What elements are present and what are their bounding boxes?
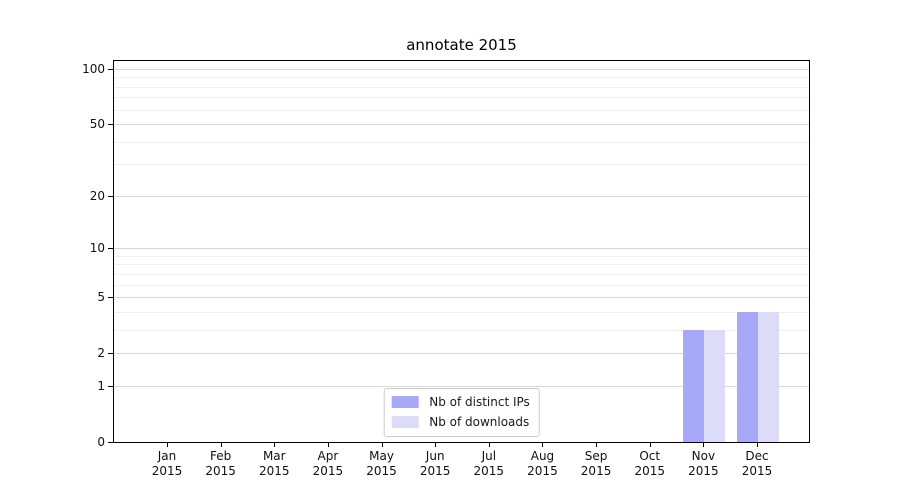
minor-gridline bbox=[114, 264, 809, 266]
major-gridline bbox=[114, 69, 809, 70]
x-tick-mark bbox=[757, 443, 758, 447]
gridlines-layer bbox=[114, 61, 809, 442]
bars-layer bbox=[114, 61, 809, 442]
x-tick-mark bbox=[435, 443, 437, 447]
y-tick-label: 20 bbox=[89, 188, 105, 203]
x-tick-mark bbox=[220, 443, 222, 447]
minor-gridline bbox=[114, 311, 809, 313]
minor-gridline bbox=[114, 141, 809, 143]
minor-gridline bbox=[114, 77, 809, 79]
y-tick-mark bbox=[108, 353, 113, 355]
major-gridline bbox=[114, 297, 809, 299]
x-tick-label: Mar 2015 bbox=[258, 449, 290, 478]
major-gridline bbox=[114, 124, 809, 126]
legend-swatch-downloads bbox=[391, 416, 419, 428]
minor-gridline bbox=[114, 86, 809, 88]
major-gridline bbox=[114, 385, 809, 387]
y-tick-mark bbox=[108, 195, 113, 197]
x-tick-label: Nov 2015 bbox=[688, 449, 719, 478]
y-tick-mark bbox=[108, 124, 113, 126]
y-tick-mark bbox=[108, 69, 113, 70]
x-tick-label: Feb 2015 bbox=[205, 449, 236, 478]
x-tick-label: Aug 2015 bbox=[527, 449, 558, 478]
y-tick-mark bbox=[108, 442, 113, 443]
bar-distinct-ips bbox=[683, 329, 705, 442]
minor-gridline bbox=[114, 164, 809, 166]
y-tick-label: 2 bbox=[97, 346, 105, 361]
x-tick-mark bbox=[167, 443, 168, 447]
y-tick-label: 5 bbox=[97, 290, 105, 305]
x-tick-label: Jun 2015 bbox=[419, 449, 451, 478]
x-tick-mark bbox=[488, 443, 490, 447]
legend-label-downloads: Nb of downloads bbox=[429, 415, 530, 429]
minor-gridline bbox=[114, 255, 809, 257]
bar-distinct-ips bbox=[737, 311, 758, 442]
y-tick-label: 0 bbox=[97, 435, 105, 449]
x-tick-label: May 2015 bbox=[366, 449, 397, 478]
bar-downloads bbox=[704, 329, 726, 442]
minor-gridline bbox=[114, 273, 809, 275]
y-tick-mark bbox=[108, 297, 113, 299]
y-tick-label: 10 bbox=[89, 241, 105, 256]
y-tick-mark bbox=[108, 248, 113, 250]
legend-item-distinct-ips: Nb of distinct IPs bbox=[391, 395, 530, 409]
x-tick-label: Jul 2015 bbox=[473, 449, 505, 478]
plot-area: Nb of distinct IPs Nb of downloads bbox=[113, 60, 810, 443]
x-tick-label: Apr 2015 bbox=[312, 449, 344, 478]
legend-label-distinct-ips: Nb of distinct IPs bbox=[429, 395, 530, 409]
major-gridline bbox=[114, 195, 809, 197]
x-tick-mark bbox=[542, 443, 544, 447]
minor-gridline bbox=[114, 109, 809, 111]
legend-swatch-distinct-ips bbox=[391, 396, 419, 408]
x-tick-label: Sep 2015 bbox=[580, 449, 612, 478]
x-tick-mark bbox=[381, 443, 383, 447]
y-tick-mark bbox=[108, 385, 113, 387]
y-tick-label: 50 bbox=[89, 117, 105, 132]
x-tick-label: Dec 2015 bbox=[741, 449, 773, 478]
x-tick-mark bbox=[596, 443, 598, 447]
minor-gridline bbox=[114, 97, 809, 99]
x-tick-label: Jan 2015 bbox=[151, 449, 183, 478]
y-tick-label: 1 bbox=[97, 378, 105, 393]
x-tick-mark bbox=[327, 443, 329, 447]
y-tick-label: 100 bbox=[82, 62, 105, 76]
minor-gridline bbox=[114, 329, 809, 331]
major-gridline bbox=[114, 248, 809, 250]
legend-item-downloads: Nb of downloads bbox=[391, 415, 530, 429]
major-gridline bbox=[114, 353, 809, 355]
x-tick-label: Oct 2015 bbox=[634, 449, 665, 478]
x-tick-mark bbox=[274, 443, 276, 447]
x-tick-mark bbox=[649, 443, 651, 447]
x-tick-mark bbox=[703, 443, 705, 447]
legend: Nb of distinct IPs Nb of downloads bbox=[383, 388, 540, 437]
chart-title: annotate 2015 bbox=[406, 36, 517, 54]
minor-gridline bbox=[114, 284, 809, 286]
bar-downloads bbox=[758, 311, 779, 442]
